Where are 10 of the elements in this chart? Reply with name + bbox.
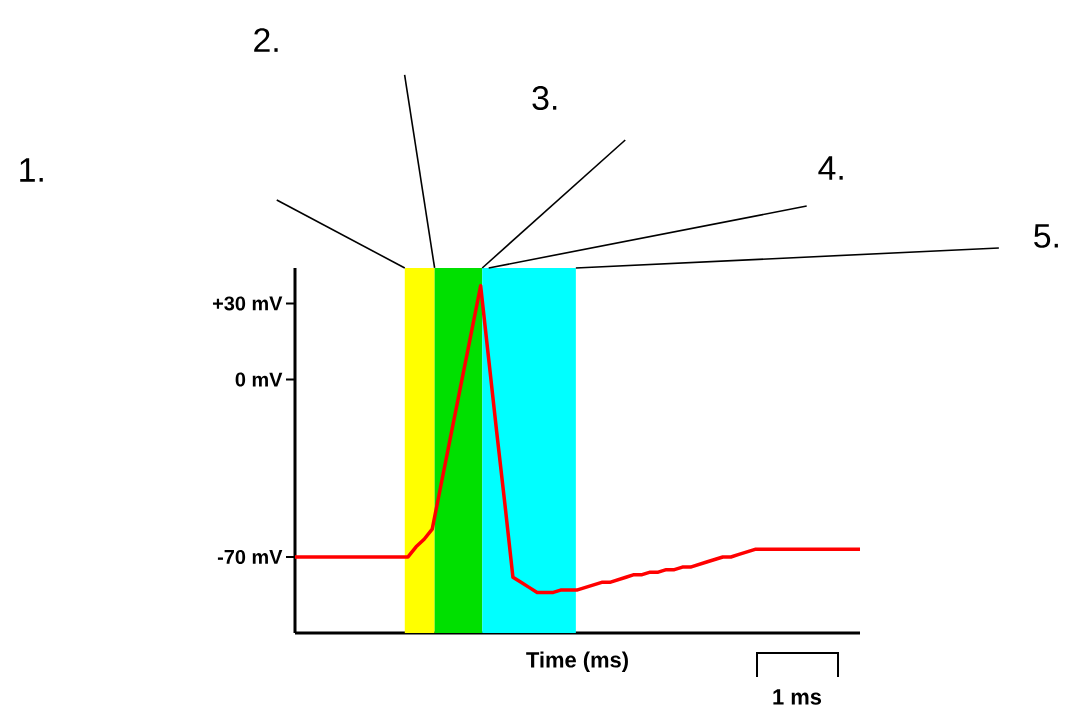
text: 1. bbox=[20, 158, 43, 182]
text: 2. bbox=[254, 28, 278, 52]
x-axis-title: Time (ms) bbox=[526, 651, 628, 672]
y-tick-label: 0 mV bbox=[235, 372, 283, 387]
text: 3. bbox=[532, 86, 557, 110]
text: 1 ms bbox=[773, 689, 822, 705]
y-tick-label: -70 mV bbox=[217, 549, 283, 564]
text: 5. bbox=[1034, 224, 1058, 248]
text: 4. bbox=[818, 156, 843, 180]
y-tick-label: +30 mV bbox=[212, 296, 283, 311]
